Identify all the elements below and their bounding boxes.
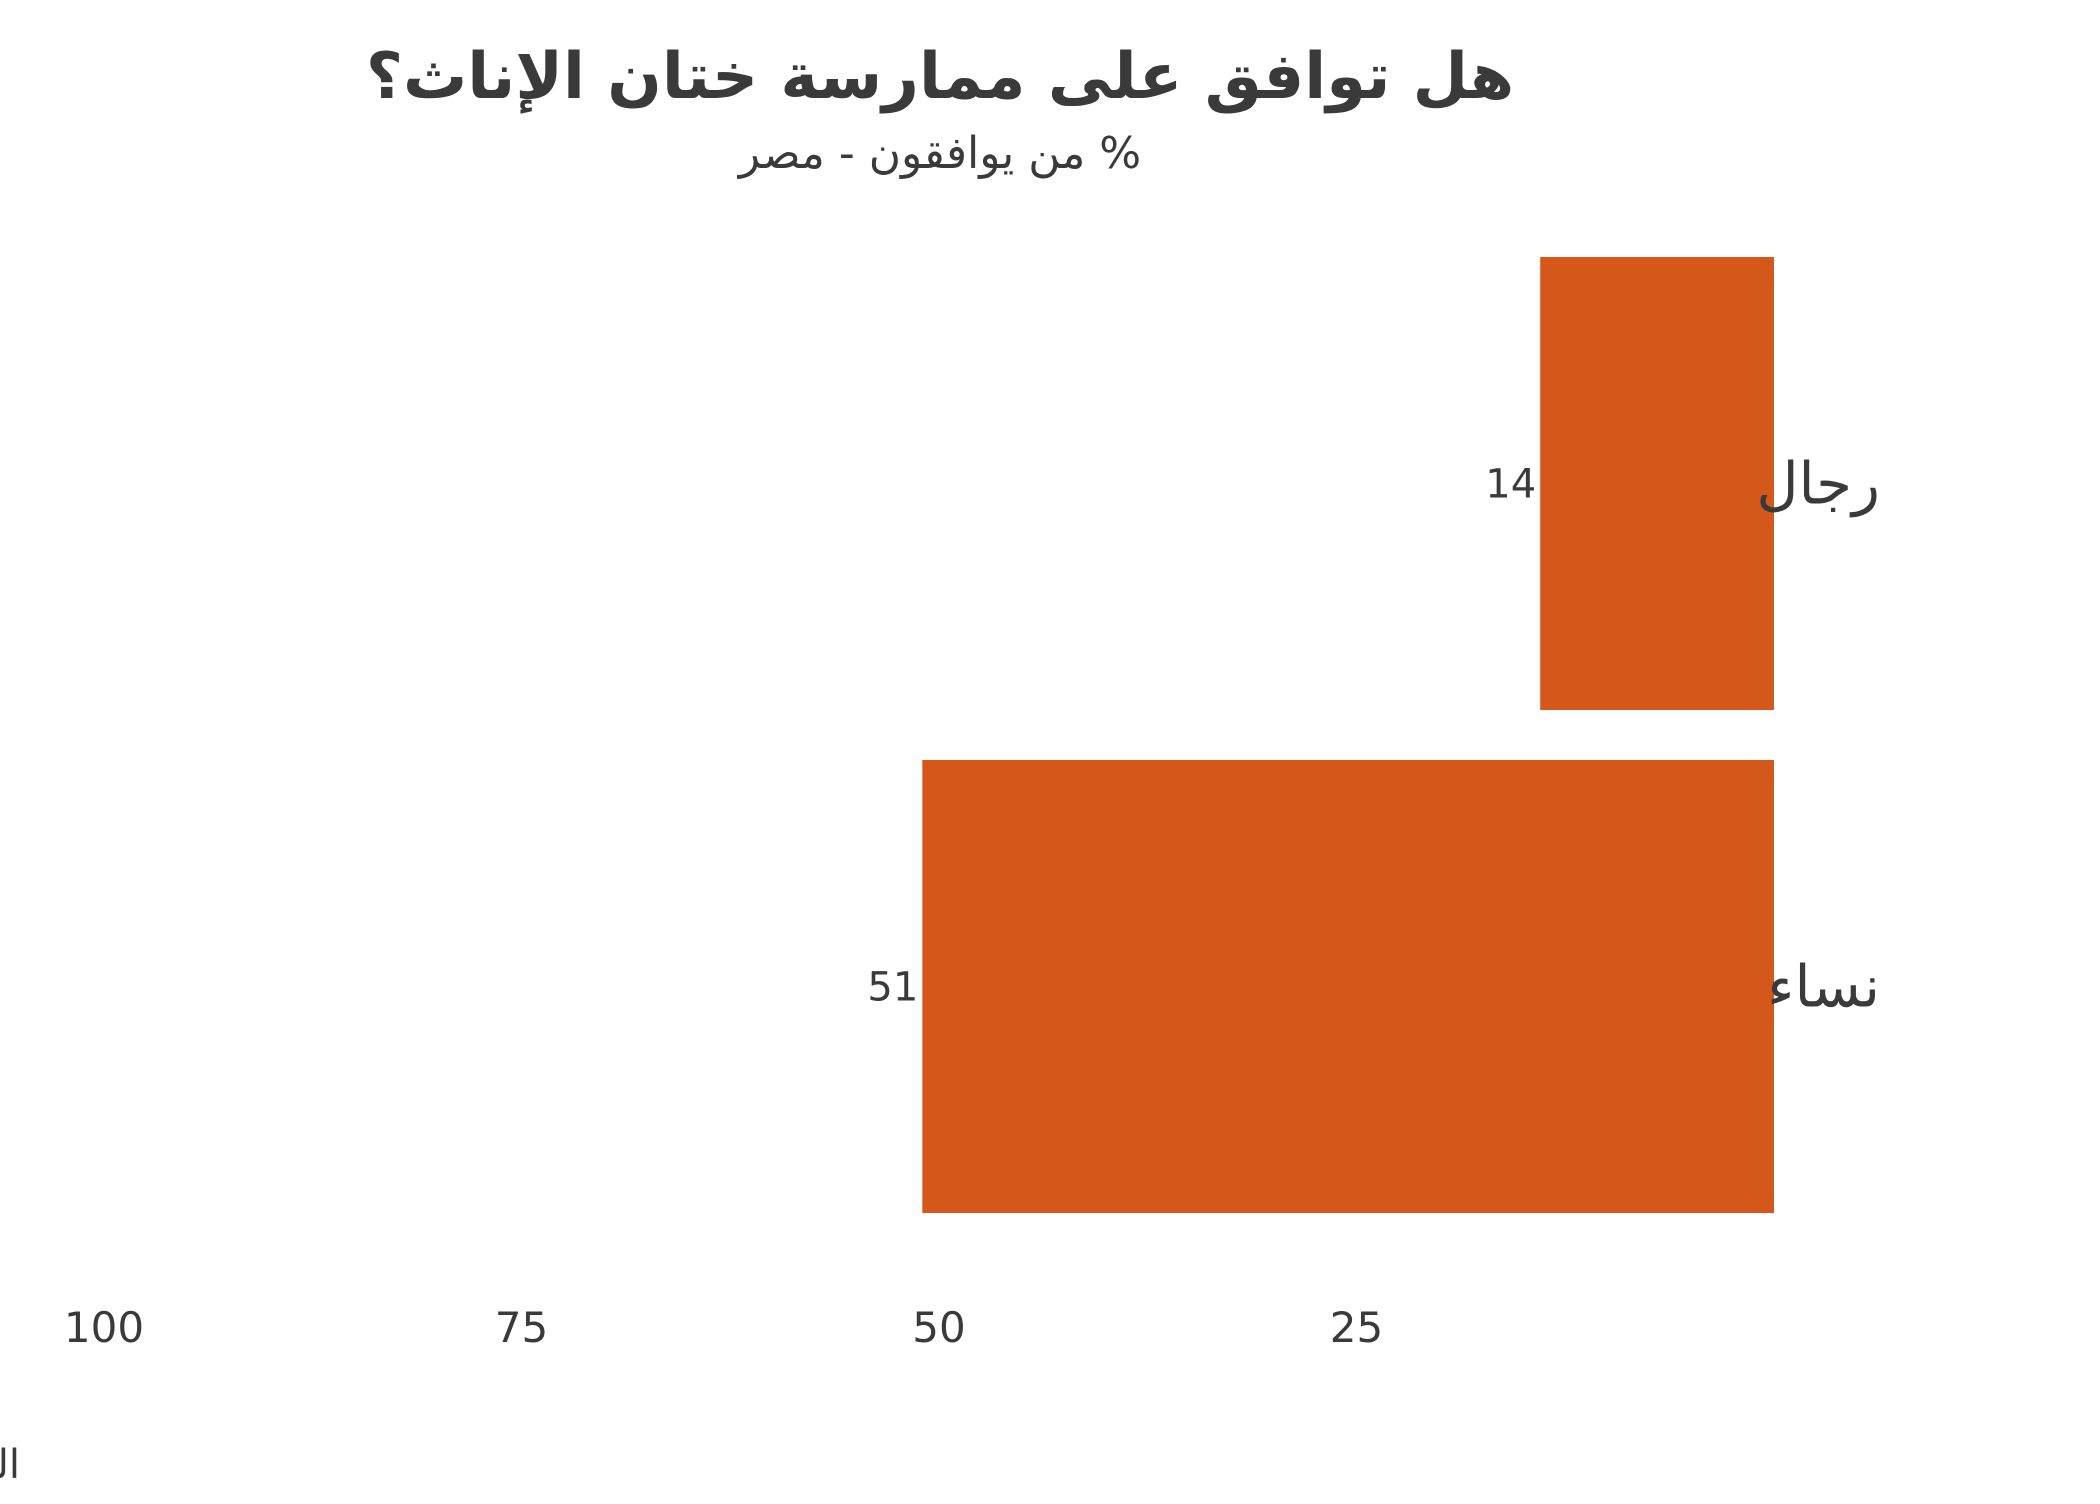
x-tick-label: 100 bbox=[64, 1303, 144, 1352]
chart-title: هل توافق على ممارسة ختان الإناث؟ bbox=[366, 40, 1514, 114]
bars-layer bbox=[922, 257, 1774, 1213]
chart-subtitle: % من يوافقون - مصر bbox=[737, 128, 1141, 179]
x-tick-label: 50 bbox=[912, 1303, 965, 1352]
category-label: رجال bbox=[1756, 450, 1880, 518]
source-note: الباروميتر العربي، الدورة الخامسة bbox=[0, 1442, 20, 1488]
category-label: نساء bbox=[1767, 953, 1880, 1021]
bar-value-label: 14 bbox=[1485, 462, 1536, 508]
labels-layer: 14 رجال 51 نساء bbox=[867, 450, 1880, 1021]
bar-2 bbox=[922, 760, 1774, 1213]
x-axis: 100 75 50 25 bbox=[64, 1303, 1383, 1352]
bar-1 bbox=[1540, 257, 1774, 710]
x-tick-label: 75 bbox=[495, 1303, 548, 1352]
bar-value-label: 51 bbox=[867, 965, 918, 1011]
x-tick-label: 25 bbox=[1330, 1303, 1383, 1352]
